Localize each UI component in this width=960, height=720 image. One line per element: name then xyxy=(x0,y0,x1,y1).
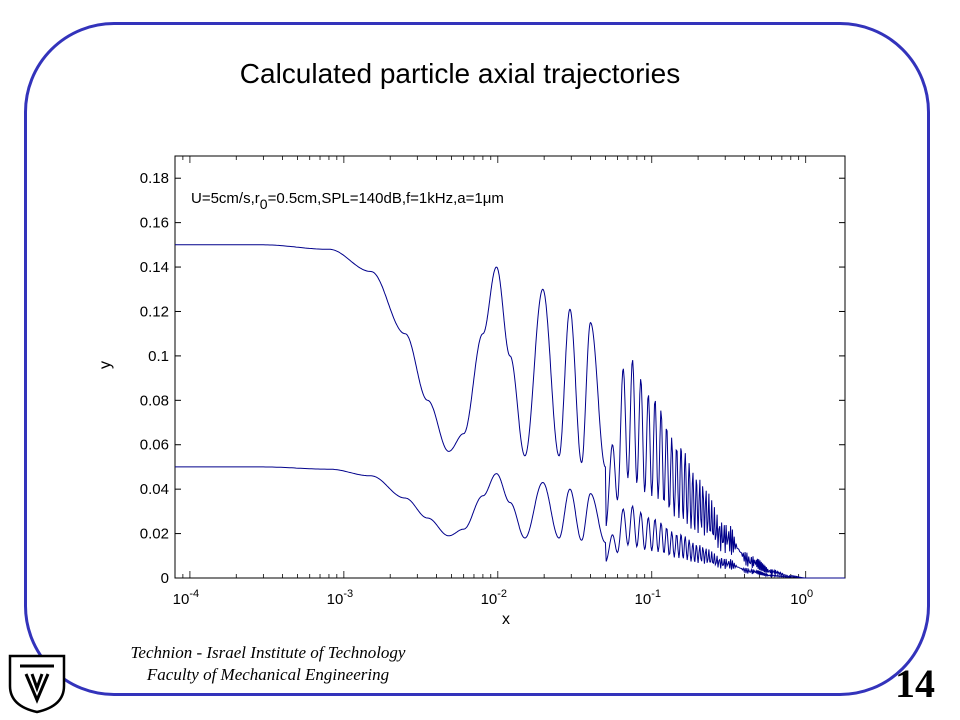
y-tick-label: 0.12 xyxy=(140,303,169,320)
y-tick-label: 0.16 xyxy=(140,215,169,232)
y-tick-label: 0 xyxy=(161,570,169,587)
footer-line-2: Faculty of Mechanical Engineering xyxy=(146,665,390,684)
y-axis-label: y xyxy=(97,361,114,369)
y-tick-label: 0.1 xyxy=(148,348,169,365)
x-axis-label: x xyxy=(502,611,510,628)
trajectory-series-2 xyxy=(175,466,845,579)
y-tick-label: 0.08 xyxy=(140,392,169,409)
y-tick-label: 0.02 xyxy=(140,526,169,543)
y-tick-label: 0.04 xyxy=(140,481,169,498)
trajectory-series-1 xyxy=(175,244,845,579)
x-tick-label: 10-1 xyxy=(635,588,661,608)
slide-title: Calculated particle axial trajectories xyxy=(239,58,681,89)
y-tick-label: 0.06 xyxy=(140,437,169,454)
y-tick-label: 0.14 xyxy=(140,259,169,276)
annotation-prefix: U=5cm/s,r xyxy=(191,190,260,207)
plot-area xyxy=(174,155,846,579)
y-tick-label: 0.18 xyxy=(140,170,169,187)
x-tick-label: 10-3 xyxy=(327,588,353,608)
annotation-suffix: m xyxy=(491,190,504,207)
footer-line-1: Technion - Israel Institute of Technolog… xyxy=(130,643,406,662)
annotation-subscript: 0 xyxy=(260,196,268,212)
chart-annotation: U=5cm/s,r0=0.5cm,SPL=140dB,f=1kHz,a=1μm xyxy=(191,190,504,212)
slide-frame xyxy=(24,22,930,696)
institution-footer: Technion - Israel Institute of Technolog… xyxy=(98,642,438,686)
x-tick-label: 10-2 xyxy=(481,588,507,608)
annotation-mu: μ xyxy=(483,190,492,207)
x-tick-label: 100 xyxy=(790,588,813,608)
slide-number: 14 xyxy=(895,661,935,706)
annotation-middle: =0.5cm,SPL=140dB,f=1kHz,a=1 xyxy=(268,190,483,207)
technion-logo-icon xyxy=(8,654,66,714)
x-tick-label: 10-4 xyxy=(173,588,199,608)
